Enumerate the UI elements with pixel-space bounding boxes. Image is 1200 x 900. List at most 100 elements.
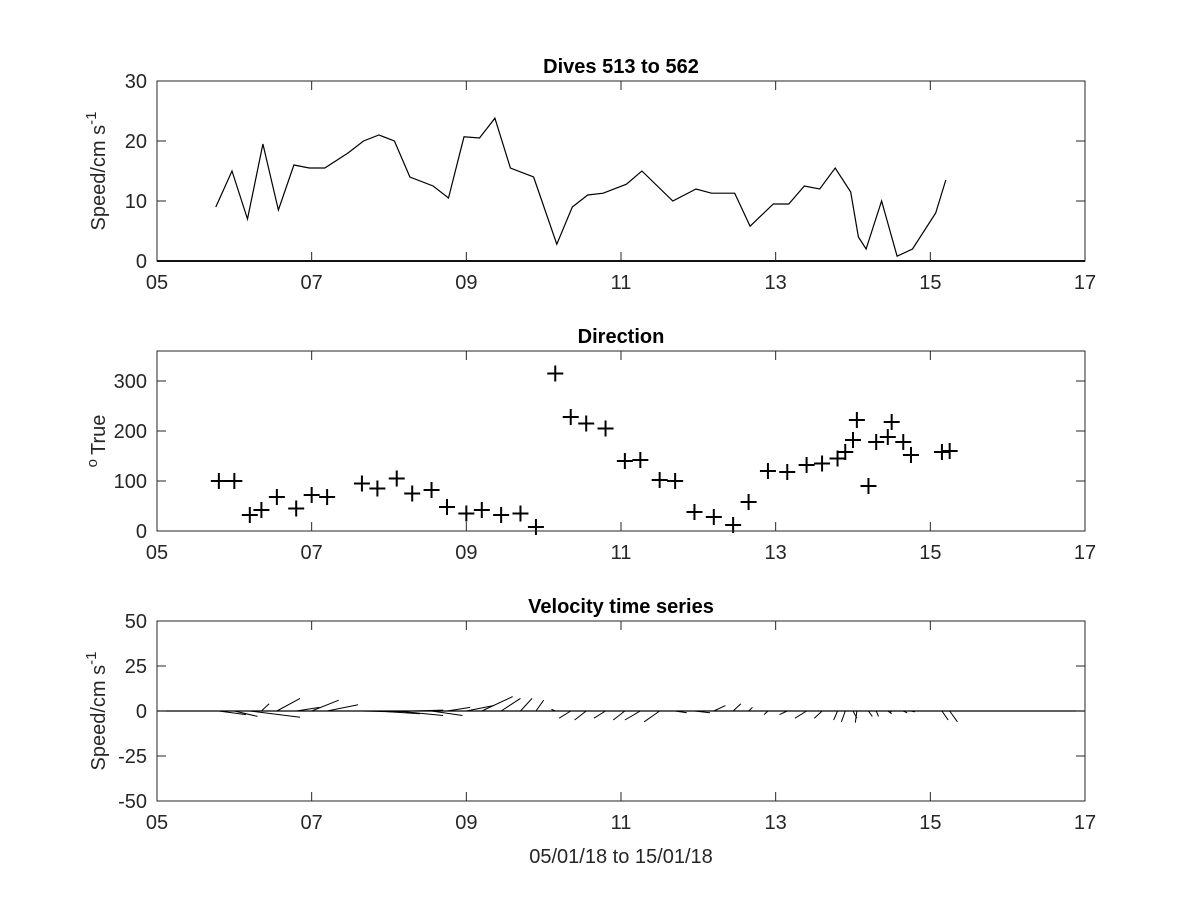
direction-point: [903, 447, 919, 463]
velocity-vector: [612, 710, 626, 721]
velocity-vector: [500, 697, 521, 712]
velocity-y-label-text: Speed/cm s: [88, 665, 110, 771]
velocity-y-label-exponent: -1: [83, 652, 100, 665]
direction-point: [288, 500, 305, 517]
direction-point: [941, 443, 958, 459]
velocity-vector: [794, 710, 807, 719]
velocity-x-tick-label: 17: [1074, 812, 1096, 834]
velocity-vector: [887, 710, 892, 715]
velocity-vector: [218, 710, 246, 716]
speed-x-tick-label: 17: [1074, 272, 1096, 294]
velocity-x-tick-label: 11: [611, 812, 632, 834]
direction-x-tick-label: 09: [455, 542, 477, 564]
speed-y-tick-label: 20: [125, 131, 147, 153]
speed-x-tick-label: 09: [455, 272, 477, 294]
direction-subplot: 05 07 09 11 13 15 17 0 100 200 300 Direction o True: [84, 326, 1096, 564]
direction-point: [686, 504, 703, 520]
velocity-vector: [941, 710, 949, 721]
velocity-vector: [551, 708, 556, 712]
velocity-vector: [558, 710, 571, 719]
direction-point: [253, 502, 270, 518]
direction-point: [845, 432, 861, 448]
direction-point: [319, 489, 336, 505]
velocity-vector: [713, 705, 726, 712]
direction-point: [667, 473, 684, 489]
direction-point: [388, 470, 405, 487]
velocity-vector: [675, 710, 687, 714]
velocity-x-tick-label: 09: [455, 812, 477, 834]
direction-point: [798, 457, 815, 473]
velocity-vector: [234, 710, 258, 717]
velocity-vector: [903, 710, 908, 714]
velocity-y-tick-label: -25: [118, 746, 147, 768]
velocity-y-axis-label: Speed/cm s-1: [83, 652, 110, 771]
direction-x-tick-label: 17: [1074, 542, 1096, 564]
direction-point: [616, 453, 633, 469]
speed-y-label-exponent: -1: [83, 112, 100, 125]
direction-point: [423, 482, 440, 498]
direction-point: [527, 519, 544, 535]
velocity-vector: [535, 699, 545, 712]
velocity-vector: [431, 710, 463, 716]
velocity-vector: [910, 710, 915, 713]
direction-point: [404, 485, 421, 502]
direction-y-label-text: True: [88, 415, 110, 455]
direction-point: [759, 463, 776, 479]
direction-point: [848, 412, 865, 428]
direction-point: [226, 473, 243, 489]
direction-y-tick-label: 0: [136, 521, 147, 543]
velocity-vector: [574, 710, 587, 721]
speed-x-tick-label: 11: [611, 272, 632, 294]
direction-point: [860, 478, 877, 494]
direction-point: [547, 365, 564, 382]
direction-point: [353, 475, 370, 492]
speed-y-tick-label: 0: [136, 251, 147, 273]
velocity-y-tick-label: 25: [125, 656, 147, 678]
direction-y-label-prefix: o: [84, 459, 101, 467]
direction-title: Direction: [578, 326, 665, 348]
speed-y-axis-label: Speed/cm s-1: [83, 112, 110, 231]
direction-point: [868, 434, 885, 450]
direction-point: [740, 494, 757, 510]
direction-x-tick-label: 15: [919, 542, 941, 564]
direction-point: [303, 487, 320, 503]
velocity-vector: [396, 710, 444, 716]
speed-x-tick-label: 13: [765, 272, 787, 294]
velocity-vector: [748, 707, 753, 712]
velocity-y-tick-label: 50: [125, 611, 147, 633]
velocity-x-tick-label: 05: [146, 812, 168, 834]
direction-point: [879, 429, 896, 445]
direction-point: [562, 409, 579, 425]
direction-point: [895, 434, 912, 450]
direction-point: [210, 473, 227, 489]
direction-point: [829, 450, 846, 467]
direction-y-tick-label: 300: [114, 371, 147, 393]
velocity-vector: [840, 710, 846, 722]
direction-point: [578, 415, 595, 432]
velocity-vector: [732, 703, 742, 712]
velocity-vector: [624, 710, 641, 721]
direction-point: [597, 420, 614, 437]
velocity-x-tick-label: 13: [765, 812, 787, 834]
velocity-vector: [854, 710, 858, 723]
velocity-x-tick-label: 15: [919, 812, 941, 834]
velocity-vector: [643, 710, 660, 723]
direction-point: [779, 464, 796, 480]
velocity-vector: [311, 699, 339, 712]
direction-point: [268, 489, 285, 505]
direction-x-tick-label: 07: [301, 542, 323, 564]
direction-point: [439, 499, 455, 515]
speed-x-tick-label: 05: [146, 272, 168, 294]
velocity-x-axis-label: 05/01/18 to 15/01/18: [529, 846, 713, 868]
direction-point: [473, 502, 490, 518]
velocity-vector: [694, 710, 710, 714]
direction-x-tick-label: 13: [765, 542, 787, 564]
direction-x-tick-label: 05: [146, 542, 168, 564]
direction-point: [705, 509, 722, 525]
direction-point: [632, 452, 649, 468]
velocity-vector: [763, 710, 769, 715]
speed-series-line: [215, 116, 947, 258]
velocity-vector: [261, 703, 270, 712]
velocity-vector: [296, 706, 320, 712]
